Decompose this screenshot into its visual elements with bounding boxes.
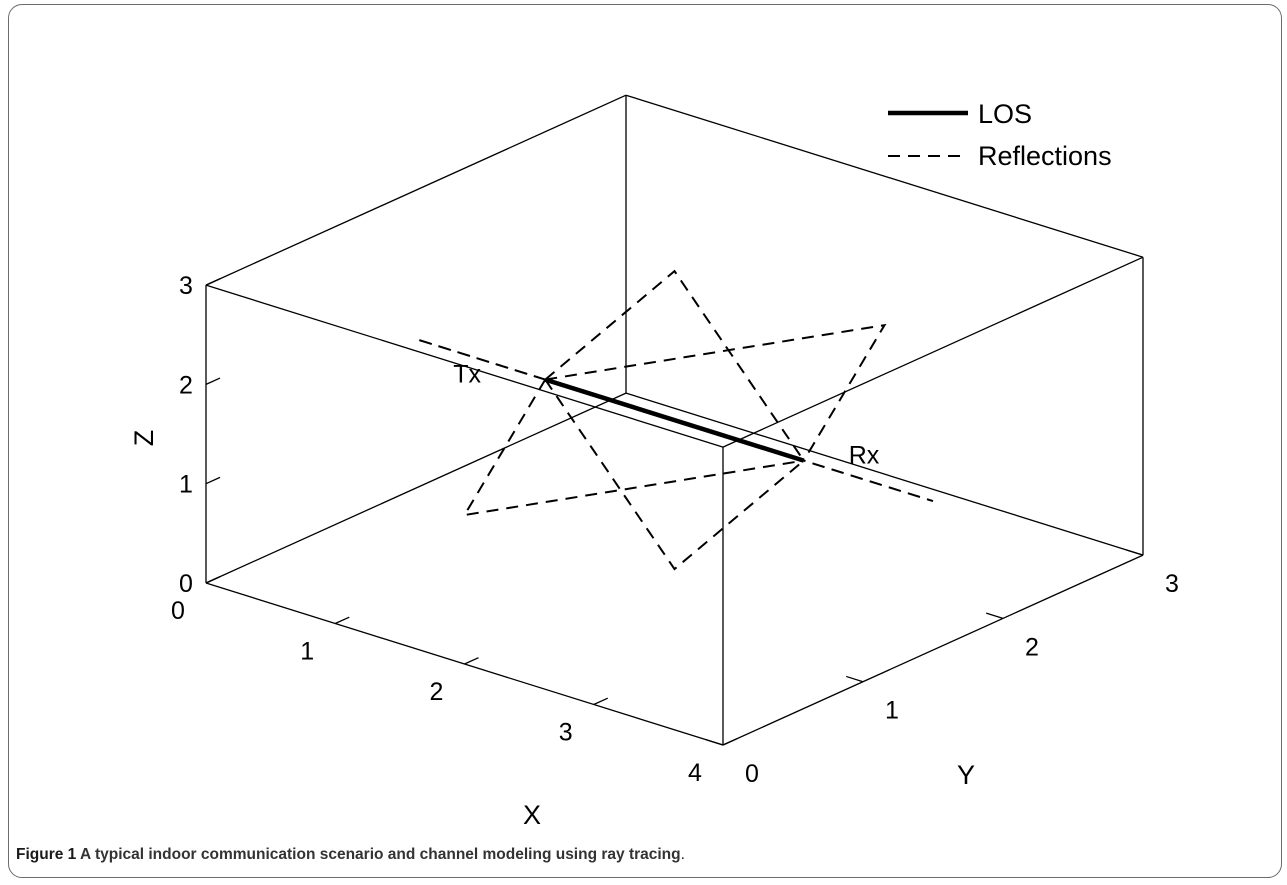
y-tick-label: 2 [1025, 633, 1039, 661]
x-tick-label: 1 [300, 638, 314, 666]
reflection-path [544, 269, 805, 462]
box-edge [205, 392, 627, 584]
figure-caption: Figure 1 A typical indoor communication … [16, 846, 685, 864]
caption-text: A typical indoor communication scenario … [76, 846, 681, 863]
y-tick-label: 1 [885, 697, 899, 725]
y-tick [1126, 549, 1144, 556]
series-layer [415, 269, 934, 571]
z-tick [205, 377, 221, 385]
z-axis-label: Z [129, 430, 159, 447]
legend: LOS Reflections [888, 99, 1112, 171]
legend-label-reflections: Reflections [978, 141, 1112, 171]
y-axis-label: Y [957, 760, 975, 790]
box-edge [722, 554, 1144, 746]
reflection-path [545, 323, 887, 462]
tx-label: Tx [453, 361, 481, 389]
x-tick-label: 3 [559, 719, 573, 747]
x-tick-label: 2 [430, 678, 444, 706]
y-tick-label: 3 [1165, 570, 1179, 598]
box-edge [205, 94, 627, 286]
caption-end: . [680, 846, 685, 863]
z-tick-label: 2 [179, 371, 193, 399]
reflection-path [462, 379, 804, 517]
reflection-path [544, 379, 805, 571]
legend-label-los: LOS [978, 99, 1032, 129]
box-edge [625, 392, 1144, 556]
x-tick [722, 738, 738, 746]
box-edge [205, 284, 724, 448]
figure-frame [8, 4, 1282, 878]
axis-ticks: 0 1 2 3 4 0 1 2 3 0 1 2 3 [171, 272, 1179, 788]
x-tick-label: 0 [171, 597, 185, 625]
y-tick [846, 675, 864, 683]
x-tick [593, 697, 609, 706]
x-tick-label: 4 [688, 759, 702, 787]
x-axis-label: X [523, 800, 541, 830]
reflection-path [544, 378, 934, 503]
box-edge [722, 256, 1144, 448]
los-path [544, 377, 805, 463]
z-tick [205, 278, 221, 286]
annotations: Tx Rx [453, 361, 880, 470]
caption-figure-label: Figure 1 [16, 846, 77, 863]
axes-box [205, 94, 1144, 746]
z-tick [205, 476, 221, 485]
y-tick-label: 0 [745, 760, 759, 788]
rx-label: Rx [849, 442, 880, 470]
x-tick [334, 616, 350, 625]
z-tick-label: 1 [179, 471, 193, 499]
box-edge [625, 94, 1144, 258]
y-tick [706, 739, 724, 746]
z-tick-label: 3 [179, 272, 193, 300]
y-tick [986, 612, 1004, 620]
z-tick-label: 0 [179, 570, 193, 598]
z-tick [205, 576, 221, 584]
x-tick [464, 657, 479, 665]
